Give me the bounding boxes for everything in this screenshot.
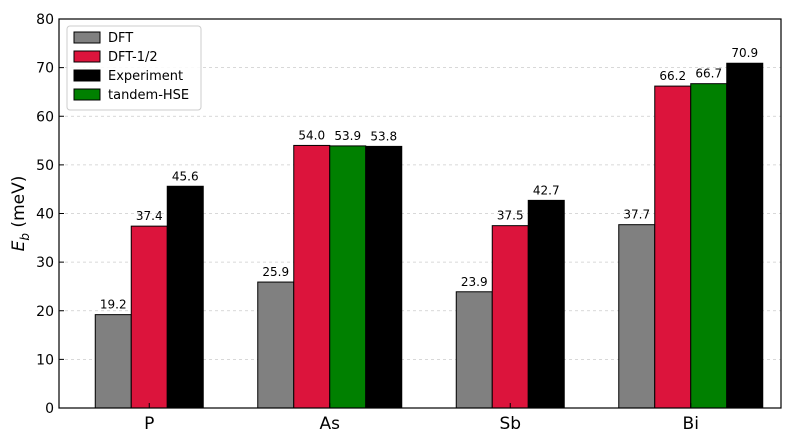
data-label: 66.7 [695,67,722,81]
legend-swatch [73,50,101,63]
data-label: 19.2 [100,298,127,312]
bar-tandem-hse-as [329,145,367,409]
data-label: 54.0 [298,128,325,142]
bar-tandem-hse-bi [690,83,728,409]
y-tick-label: 50 [36,158,54,174]
legend-label: Experiment [108,69,183,84]
y-axis: 0 10 20 30 40 50 60 70 80 [36,12,64,417]
legend-swatch [73,31,101,44]
bar-dft-as [257,281,295,409]
y-axis-label: Eb (meV) [9,176,32,252]
x-tick-label: As [320,414,341,434]
y-tick-label: 20 [36,304,54,320]
y-axis-label-sub: b [18,233,32,241]
legend-swatch [73,69,101,82]
data-label: 25.9 [262,265,289,279]
x-tick-label: Sb [499,414,521,434]
y-tick-label: 30 [36,255,54,271]
bar-dft-1-2-bi [654,85,692,409]
bar-dft-1-2-p [130,225,168,409]
legend-label: tandem-HSE [108,88,189,103]
data-label: 42.7 [533,183,560,197]
legend-label: DFT-1/2 [108,50,158,65]
data-labels: 19.2 37.4 45.6 25.9 54.0 53.9 53.8 23.9 37.5 42.7… [100,46,758,311]
y-tick-label: 10 [36,352,54,368]
bar-dft-p [94,314,132,409]
bar-dft-1-2-as [293,144,331,409]
y-tick-label: 40 [36,207,54,223]
x-tick-label: P [144,414,154,434]
y-axis-label-unit: (meV) [9,176,29,233]
bar-dft-sb [455,291,493,409]
y-tick-label: 0 [45,401,54,417]
data-label: 37.7 [623,208,650,222]
x-axis: P As Sb Bi [144,403,699,434]
legend-label: DFT [108,31,133,46]
data-label: 45.6 [172,169,199,183]
bar-experiment-p [166,185,204,409]
x-tick-label: Bi [683,414,699,434]
data-label: 53.9 [334,129,361,143]
data-label: 37.5 [497,209,524,223]
bar-experiment-sb [527,199,565,409]
data-label: 70.9 [731,46,758,60]
y-tick-label: 60 [36,109,54,125]
data-label: 37.4 [136,209,163,223]
legend: DFT DFT-1/2 Experiment tandem-HSE [66,25,202,111]
data-label: 53.8 [370,129,397,143]
y-tick-label: 80 [36,12,54,28]
data-label: 66.2 [659,69,686,83]
bar-dft-bi [618,224,656,409]
y-axis-label-main: E [9,240,29,251]
bars [94,62,764,409]
legend-swatch [73,88,101,101]
bar-dft-1-2-sb [491,225,529,409]
y-tick-label: 70 [36,61,54,77]
data-label: 23.9 [461,275,488,289]
bar-experiment-bi [726,62,764,409]
bar-experiment-as [365,145,403,409]
